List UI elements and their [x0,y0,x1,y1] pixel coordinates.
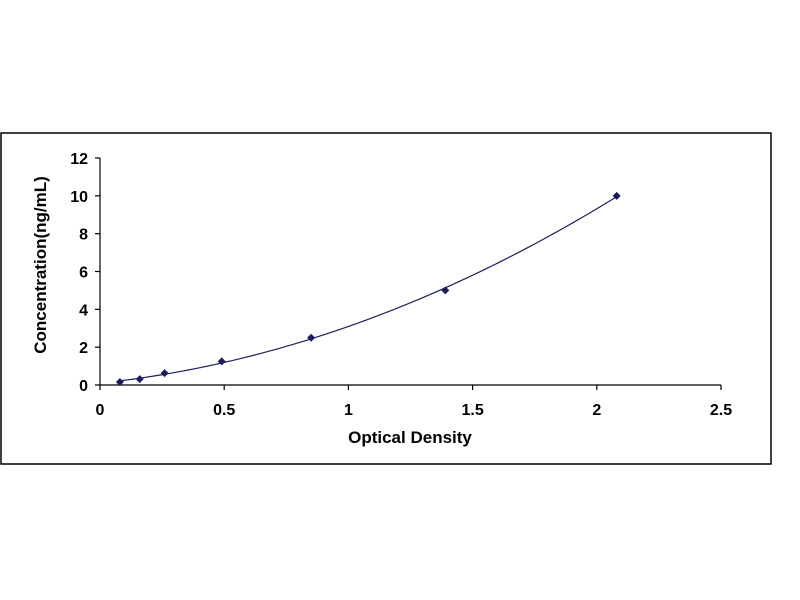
data-markers [115,191,621,387]
y-tick-label: 4 [79,302,88,319]
y-tick-label: 8 [79,227,88,244]
data-point-marker [217,357,226,366]
y-tick-label: 12 [70,151,88,168]
data-point-marker [612,191,621,200]
y-tick-label: 10 [70,189,88,206]
y-tick-label: 6 [79,265,88,282]
x-axis-title: Optical Density [348,428,472,447]
x-ticks: 0 0.5 1 1.5 2 2.5 [96,385,732,419]
y-axis-title: Concentration(ng/mL) [31,176,50,354]
data-point-marker [160,369,169,378]
data-point-marker [135,375,144,384]
data-point-marker [441,286,450,295]
x-tick-label: 1 [344,402,353,419]
x-tick-label: 0 [96,402,105,419]
plot-area: 0 2 4 6 8 10 12 0 0.5 1 1.5 2 2.5 [70,151,732,419]
data-point-marker [307,333,316,342]
y-tick-label: 2 [79,340,88,357]
x-tick-label: 0.5 [213,402,235,419]
fit-curve [119,196,617,382]
x-tick-label: 1.5 [461,402,483,419]
y-tick-label: 0 [79,378,88,395]
y-ticks: 0 2 4 6 8 10 12 [70,151,100,395]
x-tick-label: 2 [592,402,601,419]
data-point-marker [115,378,124,387]
x-tick-label: 2.5 [710,402,732,419]
chart-frame [0,132,772,465]
